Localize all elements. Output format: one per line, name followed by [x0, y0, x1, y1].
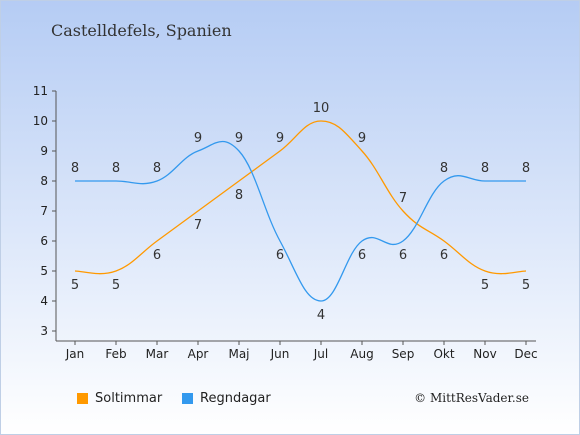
- data-label-soltimmar: 5: [481, 278, 489, 293]
- data-label-soltimmar: 9: [358, 131, 366, 146]
- x-tick-label: Mar: [146, 347, 169, 361]
- data-label-regndagar: 4: [317, 308, 325, 323]
- data-label-soltimmar: 5: [522, 278, 530, 293]
- data-labels: 5 5 6 7 8 9 10 9 7 6 5 5 8 8 8 9 9 6 4 6 6 8 8 8: [71, 101, 530, 323]
- y-tick-label: 6: [40, 234, 48, 248]
- data-label-soltimmar: 7: [194, 218, 202, 233]
- data-label-soltimmar: 6: [153, 248, 161, 263]
- x-tick-label: Dec: [514, 347, 537, 361]
- credit-text: © MittResVader.se: [414, 391, 529, 405]
- series-line-regndagar: [75, 140, 526, 302]
- data-label-regndagar: 8: [153, 161, 161, 176]
- data-label-regndagar: 8: [440, 161, 448, 176]
- y-tick-label: 5: [40, 264, 48, 278]
- legend-swatch-regndagar: [182, 393, 193, 404]
- y-tick-label: 4: [40, 294, 48, 308]
- y-tick-label: 3: [40, 324, 48, 338]
- series-line-soltimmar: [74, 120, 527, 275]
- x-tick-label: Feb: [105, 347, 126, 361]
- x-tick-label: Maj: [228, 347, 249, 361]
- y-tick-label: 8: [40, 174, 48, 188]
- data-label-soltimmar: 7: [399, 191, 407, 206]
- data-label-regndagar: 6: [276, 248, 284, 263]
- y-tick-label: 10: [33, 114, 48, 128]
- x-tick-label: Nov: [473, 347, 496, 361]
- data-label-soltimmar: 6: [440, 248, 448, 263]
- data-label-soltimmar: 10: [313, 101, 330, 116]
- legend-item-regndagar: Regndagar: [182, 391, 271, 406]
- legend-label-regndagar: Regndagar: [200, 391, 271, 406]
- series-lines: [74, 120, 527, 302]
- data-label-regndagar: 8: [112, 161, 120, 176]
- x-tick-label: Jul: [313, 347, 328, 361]
- data-label-soltimmar: 5: [112, 278, 120, 293]
- data-label-soltimmar: 5: [71, 278, 79, 293]
- x-tick-label: Sep: [392, 347, 415, 361]
- y-tick-label: 7: [40, 204, 48, 218]
- y-tick-label: 9: [40, 144, 48, 158]
- data-label-regndagar: 9: [194, 131, 202, 146]
- legend-label-soltimmar: Soltimmar: [95, 391, 163, 406]
- data-label-soltimmar: 8: [235, 188, 243, 203]
- data-label-regndagar: 6: [399, 248, 407, 263]
- x-tick-label: Jun: [270, 347, 290, 361]
- x-tick-label: Aug: [350, 347, 373, 361]
- data-label-regndagar: 8: [522, 161, 530, 176]
- x-tick-label: Okt: [433, 347, 454, 361]
- chart-axes: 3 4 5 6 7 8 9 10 11 Jan Feb Mar Apr Maj Jun Jul Aug Sep Ok…: [33, 84, 538, 361]
- legend-swatch-soltimmar: [77, 393, 88, 404]
- data-label-regndagar: 6: [358, 248, 366, 263]
- chart-location-title: Castelldefels, Spanien: [51, 21, 232, 40]
- x-tick-label: Apr: [188, 347, 209, 361]
- legend-item-soltimmar: Soltimmar: [77, 391, 162, 406]
- data-label-regndagar: 9: [235, 131, 243, 146]
- data-label-regndagar: 8: [481, 161, 489, 176]
- y-tick-label: 11: [33, 84, 48, 98]
- x-tick-label: Jan: [65, 347, 85, 361]
- data-label-soltimmar: 9: [276, 131, 284, 146]
- data-label-regndagar: 8: [71, 161, 79, 176]
